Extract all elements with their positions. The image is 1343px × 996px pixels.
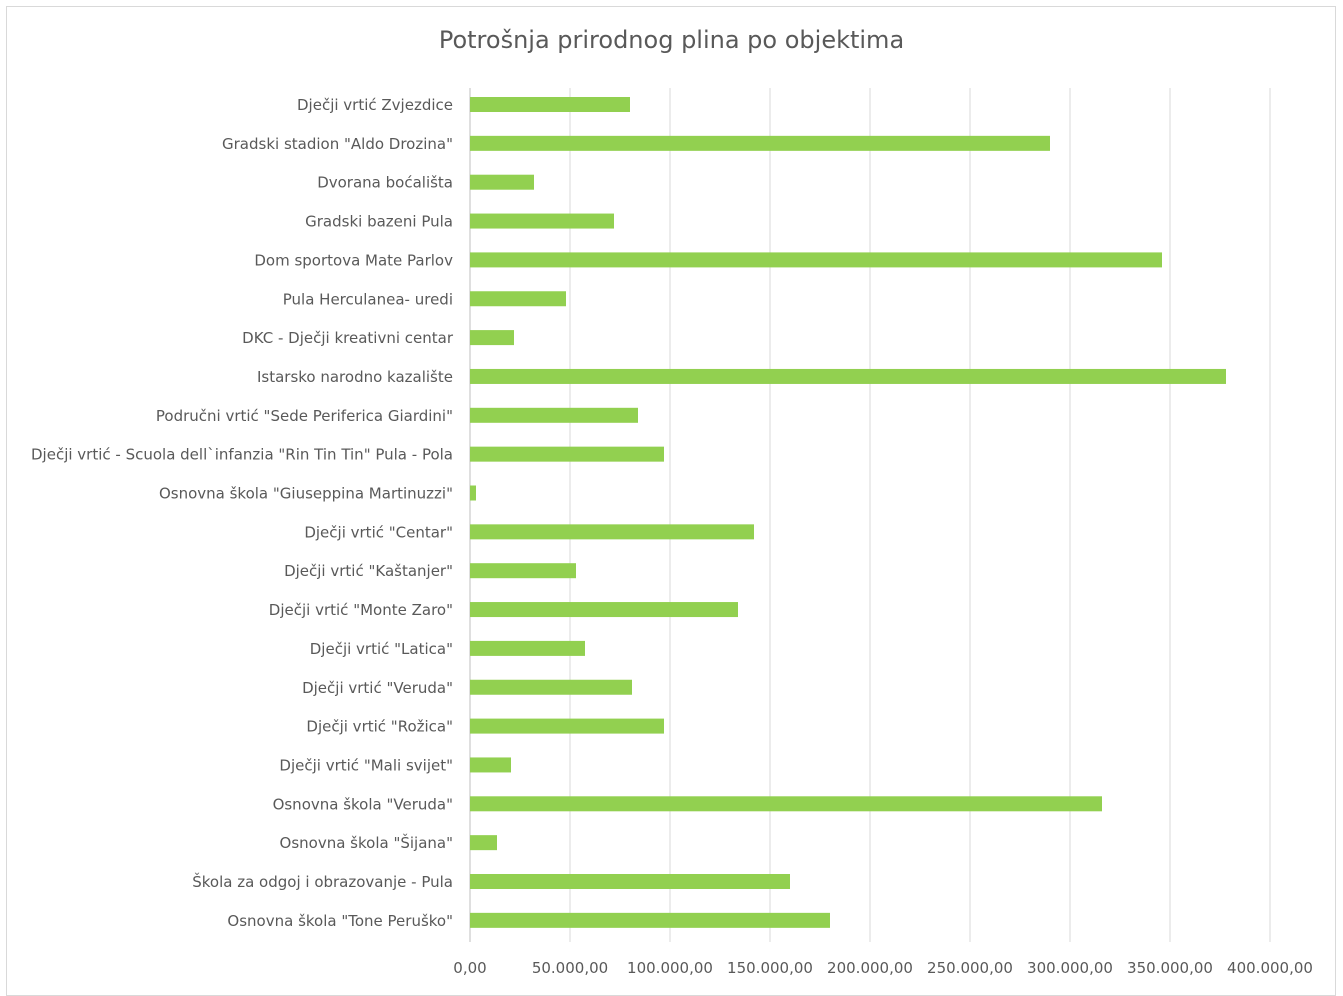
category-label: Škola za odgoj i obrazovanje - Pula: [192, 872, 453, 891]
category-label: Dječji vrtić "Latica": [310, 640, 453, 658]
chart-title: Potrošnja prirodnog plina po objektima: [438, 26, 905, 54]
x-tick-label: 250.000,00: [927, 959, 1013, 977]
bar: [470, 835, 497, 851]
bar: [470, 757, 511, 773]
x-tick-label: 150.000,00: [727, 959, 813, 977]
bar: [470, 563, 576, 579]
bar: [470, 368, 1226, 384]
x-tick-label: 50.000,00: [532, 959, 608, 977]
category-label: Dom sportova Mate Parlov: [254, 251, 453, 269]
bar: [470, 640, 585, 656]
bar: [470, 291, 566, 307]
bar: [470, 446, 664, 462]
bar: [470, 135, 1050, 151]
category-label: Područni vrtić "Sede Periferica Giardini…: [156, 407, 453, 425]
category-label: Istarsko narodno kazalište: [257, 368, 453, 386]
bar: [470, 330, 514, 346]
category-label: Dječji vrtić "Rožica": [306, 718, 453, 736]
bar: [470, 252, 1162, 268]
bar: [470, 912, 830, 928]
chart-frame: [6, 6, 1336, 996]
category-label: Gradski stadion "Aldo Drozina": [222, 135, 453, 153]
category-label: Gradski bazeni Pula: [305, 213, 453, 231]
bar: [470, 679, 632, 695]
x-tick-label: 0,00: [453, 959, 486, 977]
bars: [470, 97, 1226, 928]
bar: [470, 874, 790, 889]
category-label: Dječji vrtić "Centar": [304, 523, 453, 541]
category-labels: Dječji vrtić Zvjezdice Gradski stadion "A…: [31, 96, 454, 930]
category-label: Osnovna škola "Giuseppina Martinuzzi": [159, 485, 453, 503]
x-tick-label: 100.000,00: [627, 959, 713, 977]
category-label: Dječji vrtić - Scuola dell`infanzia "Rin…: [31, 446, 453, 464]
bar: [470, 524, 754, 540]
category-label: Dječji vrtić Zvjezdice: [297, 96, 453, 114]
category-label: Dvorana boćališta: [317, 174, 453, 192]
bar: [470, 97, 630, 112]
category-label: Osnovna škola "Tone Peruško": [227, 912, 453, 930]
bar: [470, 213, 614, 229]
bar: [470, 796, 1102, 812]
bar: [470, 485, 476, 501]
category-label: Dječji vrtić "Kaštanjer": [284, 562, 453, 580]
category-label: Dječji vrtić "Veruda": [302, 679, 453, 697]
x-tick-label: 400.000,00: [1227, 959, 1313, 977]
bar: [470, 407, 638, 423]
category-label: DKC - Dječji kreativni centar: [242, 329, 454, 347]
category-label: Dječji vrtić "Monte Zaro": [269, 601, 453, 619]
bar: [470, 174, 534, 190]
x-tick-label: 350.000,00: [1127, 959, 1213, 977]
x-axis-tick-labels: 0,00 50.000,00 100.000,00 150.000,00 200.000…: [453, 959, 1313, 977]
bar: [470, 718, 664, 734]
category-label: Dječji vrtić "Mali svijet": [279, 756, 453, 774]
x-tick-label: 300.000,00: [1027, 959, 1113, 977]
bar: [470, 602, 738, 618]
x-tick-label: 200.000,00: [827, 959, 913, 977]
category-label: Osnovna škola "Veruda": [273, 795, 453, 813]
category-label: Pula Herculanea- uredi: [283, 290, 453, 308]
category-label: Osnovna škola "Šijana": [280, 833, 453, 852]
